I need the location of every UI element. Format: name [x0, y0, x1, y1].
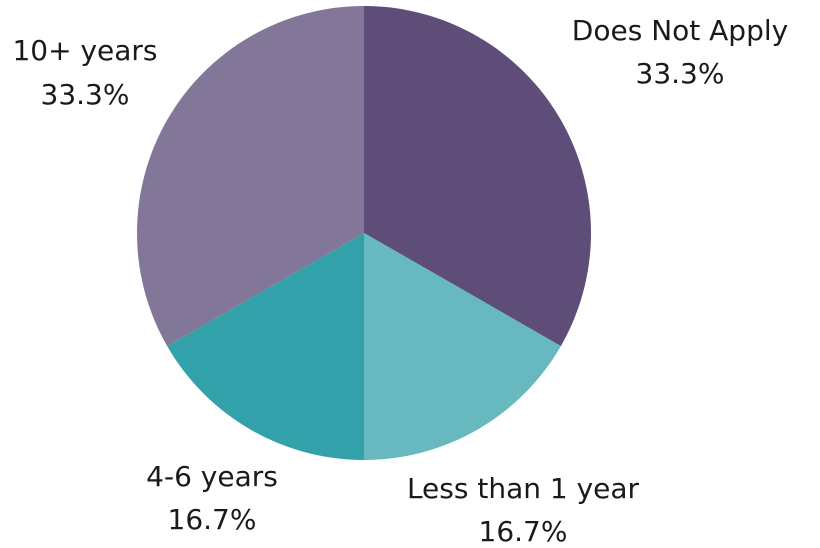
- slice-label-group-10-plus-years: 10+ years 33.3%: [12, 34, 157, 111]
- slice-label-10-plus-years: 10+ years: [12, 34, 157, 67]
- pie-slice-does-not-apply: [364, 6, 592, 347]
- slice-label-4-6-years: 4-6 years: [146, 460, 278, 493]
- slice-percent-10-plus-years: 33.3%: [41, 78, 130, 111]
- slice-label-group-does-not-apply: Does Not Apply 33.3%: [572, 14, 788, 90]
- pie-slice-10-plus-years: [136, 6, 364, 347]
- slice-percent-less-than-1-year: 16.7%: [479, 515, 568, 548]
- slice-percent-does-not-apply: 33.3%: [636, 57, 725, 90]
- pie-slices: [136, 6, 592, 460]
- slice-percent-4-6-years: 16.7%: [168, 503, 257, 536]
- slice-label-group-4-6-years: 4-6 years 16.7%: [146, 460, 278, 536]
- slice-label-does-not-apply: Does Not Apply: [572, 14, 788, 47]
- slice-label-less-than-1-year: Less than 1 year: [407, 472, 640, 505]
- slice-label-group-less-than-1-year: Less than 1 year 16.7%: [407, 472, 640, 548]
- pie-slice-less-than-1-year: [364, 233, 561, 460]
- pie-slice-4-6-years: [167, 233, 364, 460]
